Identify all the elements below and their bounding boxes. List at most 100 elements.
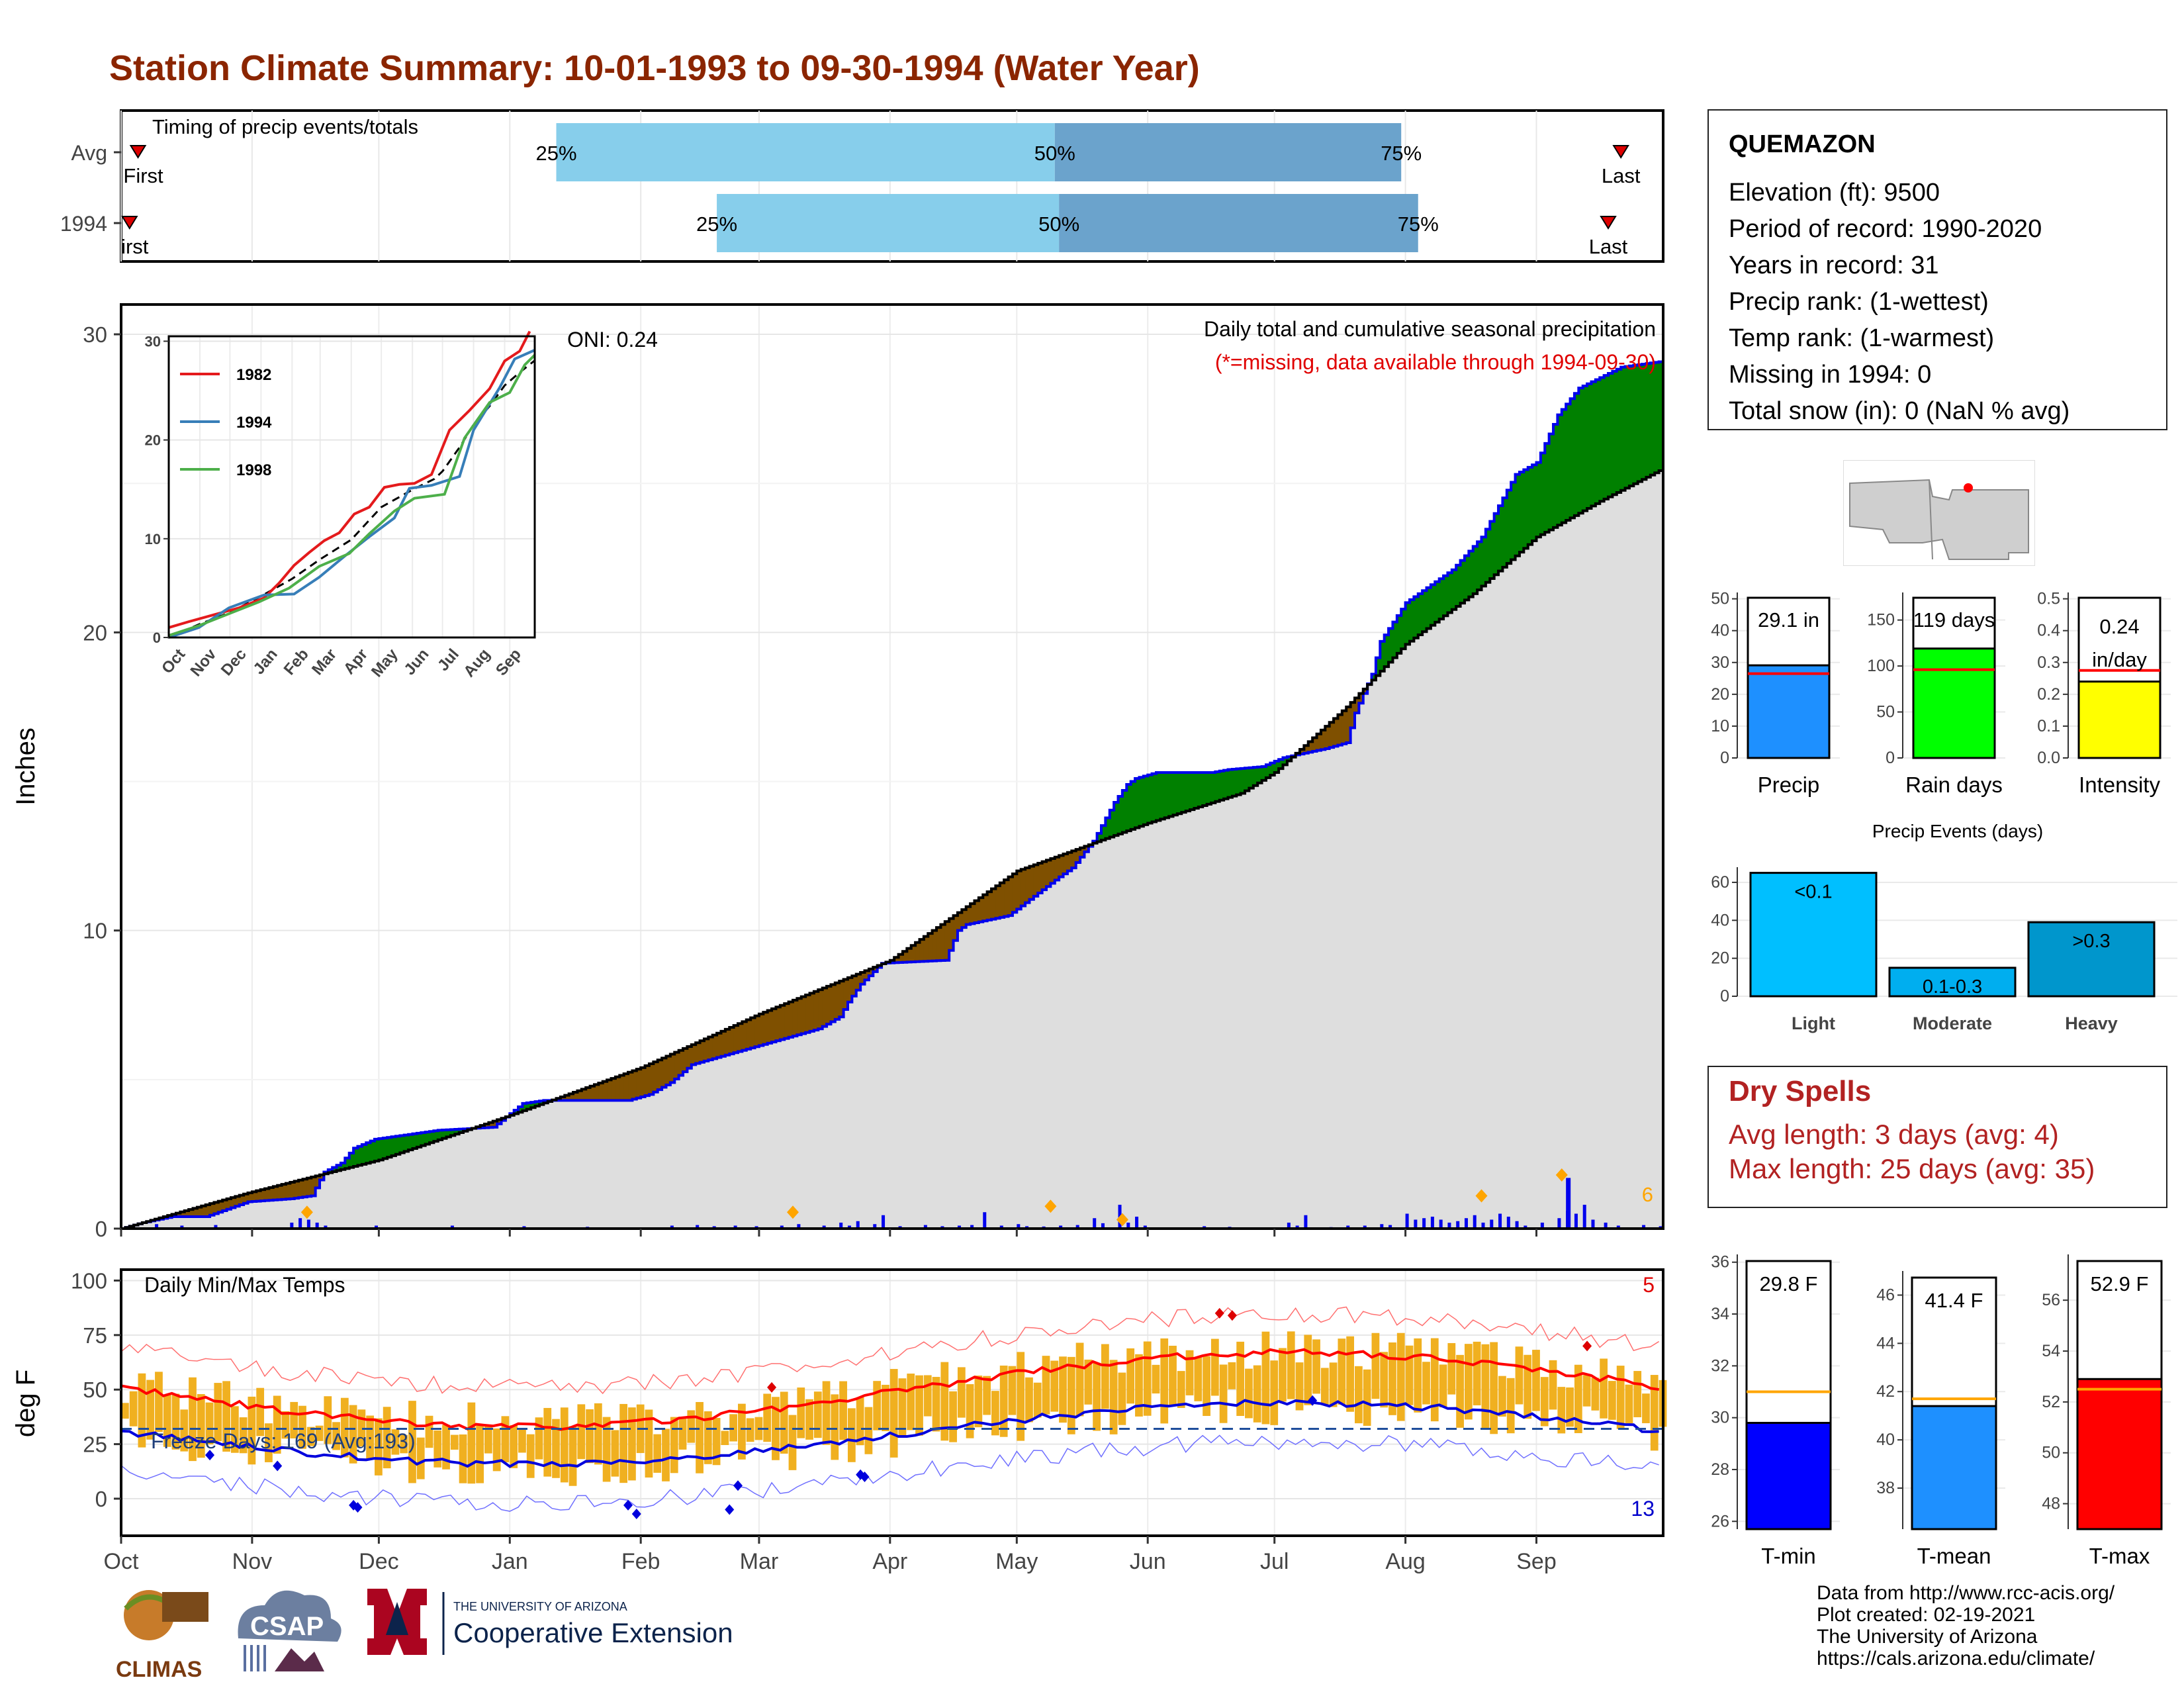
- station-period: Period of record: 1990-2020: [1729, 215, 2042, 243]
- departure-fill: [1287, 757, 1292, 761]
- departure-fill: [1164, 773, 1169, 818]
- departure-fill: [226, 1198, 232, 1209]
- daily-precip-bar: [315, 1222, 319, 1229]
- dry-spells-avg: Avg length: 3 days (avg: 4): [1729, 1119, 2059, 1150]
- daily-precip-bar: [696, 1225, 700, 1229]
- departure-fill: [1414, 596, 1419, 638]
- departure-fill: [1519, 472, 1524, 553]
- departure-fill: [1249, 767, 1254, 788]
- daily-precip-bar: [1540, 1222, 1544, 1229]
- departure-fill: [408, 1134, 414, 1150]
- daily-temp-range: [662, 1429, 670, 1481]
- departure-fill: [1409, 599, 1414, 641]
- inset-series-line: [168, 353, 536, 637]
- departure-fill: [751, 1017, 756, 1049]
- main-ytick-label: 0: [95, 1217, 107, 1241]
- cumulative-1994-line: [121, 360, 1664, 1230]
- departure-fill: [1557, 414, 1563, 526]
- temp-summary-ytick-label: 30: [1711, 1409, 1729, 1427]
- departure-fill: [700, 1041, 705, 1062]
- summary-bar: [1747, 664, 1831, 759]
- temp-summary-ytick-label: 52: [2042, 1393, 2060, 1411]
- summary-value-label: 0.24: [2099, 615, 2139, 638]
- departure-fill: [932, 930, 937, 961]
- departure-fill: [1375, 657, 1381, 676]
- departure-fill: [1067, 852, 1072, 871]
- departure-fill: [1139, 777, 1144, 827]
- month-label: Aug: [1385, 1549, 1426, 1574]
- ua-main-text: Cooperative Extension: [453, 1617, 733, 1648]
- daily-precip-bar: [1101, 1223, 1105, 1229]
- departure-fill: [898, 954, 903, 963]
- credit-university: The University of Arizona: [1817, 1626, 2038, 1648]
- timing-last-label: Last: [1602, 164, 1641, 187]
- departure-fill: [1600, 377, 1605, 502]
- departure-fill: [459, 1129, 464, 1133]
- daily-temp-range: [1481, 1344, 1490, 1430]
- departure-fill: [704, 1039, 709, 1061]
- departure-fill: [1105, 818, 1111, 839]
- record-low-marker: [860, 1472, 870, 1483]
- summary-ytick-label: 100: [1867, 657, 1895, 675]
- departure-fill: [1274, 761, 1279, 773]
- daily-temp-range: [1312, 1339, 1320, 1394]
- departure-fill: [598, 1083, 604, 1101]
- daily-precip-bar: [970, 1225, 974, 1229]
- departure-fill: [256, 1190, 261, 1201]
- daily-temp-range: [1228, 1362, 1236, 1389]
- month-label: Jan: [492, 1549, 528, 1574]
- daily-precip-bar: [1642, 1225, 1646, 1229]
- departure-fill: [421, 1132, 426, 1146]
- daily-temp-range: [1295, 1362, 1304, 1411]
- departure-fill: [1485, 529, 1490, 583]
- record-high-marker: [1227, 1310, 1237, 1321]
- departure-fill: [1388, 628, 1394, 663]
- departure-fill: [1481, 537, 1486, 586]
- events-ytick-label: 0: [1720, 987, 1729, 1006]
- departure-fill: [1080, 847, 1085, 857]
- daily-temp-range: [1261, 1331, 1270, 1425]
- daily-precip-bar: [1135, 1216, 1139, 1229]
- month-label: Jul: [1260, 1549, 1289, 1574]
- temp-summary-label: T-max: [2089, 1544, 2150, 1568]
- departure-fill: [581, 1089, 586, 1101]
- departure-fill: [657, 1060, 662, 1090]
- daily-precip-bar: [856, 1221, 860, 1229]
- temp-summary-bars: 26 28 30 32 34 36 29.8 F T-min 38 40 42 44 46 41.4 F T…: [1711, 1253, 2171, 1568]
- daily-temp-range: [831, 1394, 839, 1460]
- departure-fill: [1456, 565, 1461, 606]
- daily-temp-range: [290, 1401, 298, 1438]
- departure-fill: [535, 1102, 540, 1106]
- daily-temp-range: [1270, 1360, 1279, 1425]
- daily-temp-range: [171, 1393, 180, 1450]
- timing-title: Timing of precip events/totals: [152, 115, 418, 138]
- departure-fill: [928, 933, 933, 961]
- departure-fill: [1046, 860, 1051, 887]
- temp-frame: [120, 1268, 1664, 1537]
- departure-fill: [1587, 383, 1592, 509]
- departure-fill: [1190, 773, 1195, 810]
- departure-fill: [281, 1184, 287, 1199]
- timing-p75-label: 75%: [1398, 212, 1439, 236]
- departure-fill: [894, 957, 899, 963]
- daily-temp-range: [298, 1405, 306, 1449]
- daily-temp-range: [416, 1437, 425, 1479]
- departure-fill: [306, 1178, 312, 1197]
- daily-temp-range: [957, 1367, 966, 1418]
- daily-temp-range: [696, 1401, 704, 1474]
- dry-spells-max: Max length: 25 days (avg: 35): [1729, 1153, 2095, 1184]
- daily-temp-range: [197, 1394, 205, 1458]
- departure-fill: [835, 982, 840, 1019]
- departure-fill: [484, 1123, 489, 1128]
- daily-temp-range: [366, 1415, 375, 1460]
- temp-ytick-label: 50: [83, 1378, 107, 1402]
- summary-ytick-label: 30: [1711, 653, 1729, 672]
- departure-fill: [1236, 769, 1242, 795]
- departure-fill: [1240, 768, 1246, 794]
- departure-fill: [1156, 773, 1161, 821]
- station-location-marker: [1964, 483, 1973, 492]
- daily-temp-range: [991, 1391, 999, 1436]
- departure-fill: [1582, 385, 1588, 511]
- departure-fill: [311, 1176, 316, 1196]
- event-bar-inner-label: <0.1: [1794, 882, 1832, 903]
